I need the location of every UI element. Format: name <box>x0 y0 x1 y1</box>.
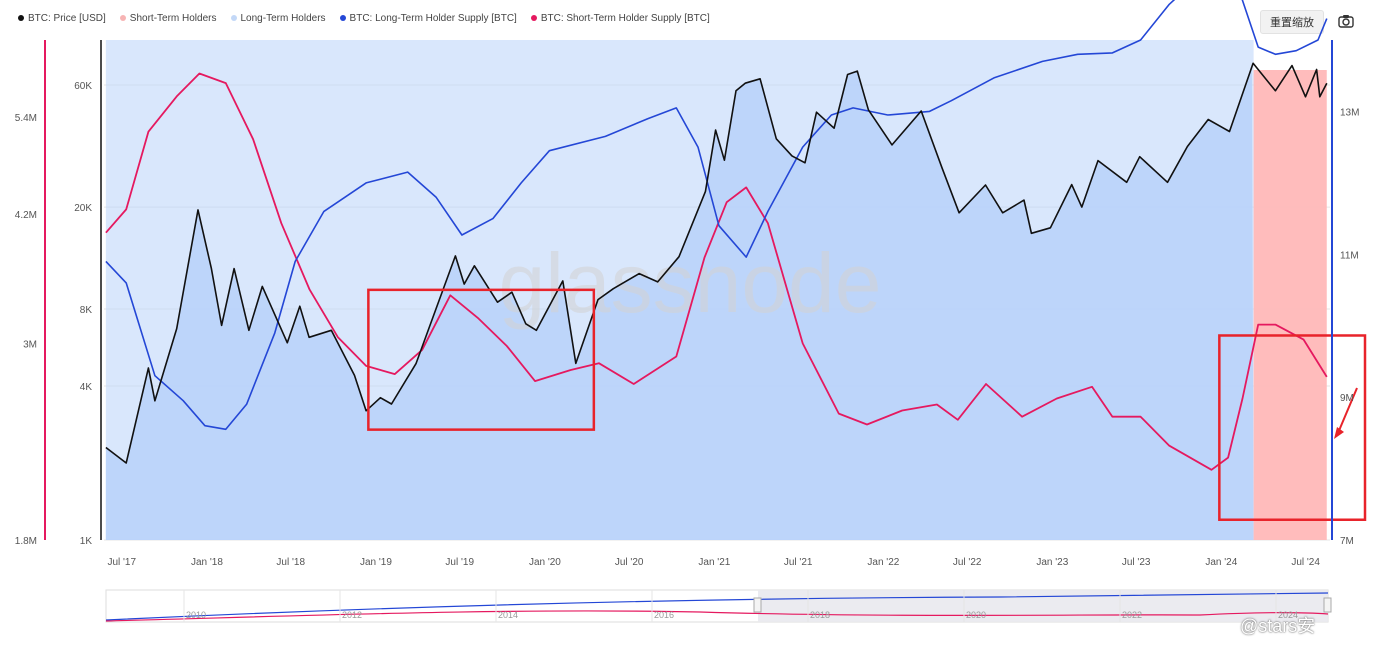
price-tick-label: 60K <box>74 81 92 92</box>
reset-zoom-button[interactable]: 重置缩放 <box>1260 10 1324 34</box>
x-tick-label: Jan '19 <box>360 557 392 568</box>
x-tick-label: Jul '22 <box>953 557 982 568</box>
legend-dot-icon <box>18 15 24 21</box>
price-line <box>105 62 1328 464</box>
navigator-tick-label: 2012 <box>342 610 362 620</box>
navigator-tick-label: 2016 <box>654 610 674 620</box>
navigator-tick-label: 2018 <box>810 610 830 620</box>
navigator-left-handle <box>753 597 762 613</box>
highlight-box <box>367 288 596 431</box>
sth-supply-line <box>105 72 1328 471</box>
navigator-selection <box>758 590 1328 622</box>
legend-dot-icon <box>530 15 537 21</box>
camera-icon <box>1338 15 1354 28</box>
sth-tick-label: 4.2M <box>15 210 37 221</box>
annotation-arrow-head <box>1334 427 1344 439</box>
legend-dot-icon <box>339 15 346 21</box>
x-tick-label: Jul '20 <box>615 557 644 568</box>
x-tick-label: Jul '24 <box>1291 557 1320 568</box>
legend-item[interactable]: Long-Term Holders <box>230 9 326 27</box>
legend-label: Short-Term Holders <box>129 12 217 24</box>
legend-item[interactable]: Short-Term Holders <box>119 9 217 27</box>
x-tick-label: Jan '22 <box>867 557 899 568</box>
navigator-sth-line <box>105 610 1329 622</box>
x-tick-label: Jan '23 <box>1036 557 1068 568</box>
short-term-holders-area <box>1253 70 1327 540</box>
lth-tick-label: 9M <box>1340 393 1354 404</box>
legend-dot-icon <box>119 15 126 21</box>
lth-tick-label: 11M <box>1340 250 1359 261</box>
legend: BTC: Price [USD] Short-Term Holders Long-T… <box>18 9 710 27</box>
sth-tick-label: 5.4M <box>15 113 37 124</box>
navigator-lth-line <box>105 592 1329 621</box>
legend-item[interactable]: BTC: Price [USD] <box>18 9 106 27</box>
legend-label: BTC: Price [USD] <box>28 12 106 24</box>
x-tick-label: Jan '20 <box>529 557 561 568</box>
legend-item[interactable]: BTC: Short-Term Holder Supply [BTC] <box>530 9 710 27</box>
glassnode-watermark: glassnode <box>499 236 882 330</box>
navigator-tick-label: 2024 <box>1278 610 1298 620</box>
navigator-tick-label: 2010 <box>186 610 206 620</box>
x-tick-label: Jan '21 <box>698 557 730 568</box>
x-tick-label: Jan '24 <box>1205 557 1237 568</box>
x-tick-label: Jul '21 <box>784 557 813 568</box>
long-term-holders-area-fill <box>105 67 1254 540</box>
price-tick-label: 8K <box>80 305 93 316</box>
sth-tick-label: 3M <box>23 339 37 350</box>
legend-label: BTC: Long-Term Holder Supply [BTC] <box>349 12 517 24</box>
highlight-box <box>1218 334 1367 521</box>
price-tick-label: 4K <box>80 382 93 393</box>
x-tick-label: Jul '23 <box>1122 557 1151 568</box>
author-watermark: @stars安 <box>1240 616 1316 636</box>
navigator-tick-label: 2014 <box>498 610 518 620</box>
legend-label: Long-Term Holders <box>240 12 326 24</box>
price-tick-label: 20K <box>74 203 92 214</box>
navigator-right-handle <box>1323 597 1332 613</box>
lth-tick-label: 13M <box>1340 107 1359 118</box>
legend-label: BTC: Short-Term Holder Supply [BTC] <box>540 12 710 24</box>
navigator-tick-label: 2020 <box>966 610 986 620</box>
sth-tick-label: 1.8M <box>15 536 37 547</box>
legend-item[interactable]: BTC: Long-Term Holder Supply [BTC] <box>339 9 517 27</box>
x-tick-label: Jul '19 <box>445 557 474 568</box>
x-tick-label: Jul '18 <box>276 557 305 568</box>
lth-tick-label: 7M <box>1340 536 1354 547</box>
price-tick-label: 1K <box>80 536 93 547</box>
camera-button[interactable] <box>1336 12 1356 30</box>
x-tick-label: Jul '17 <box>107 557 136 568</box>
annotation-arrow <box>1337 387 1358 434</box>
navigator-tick-label: 2022 <box>1122 610 1142 620</box>
x-tick-label: Jan '18 <box>191 557 223 568</box>
legend-dot-icon <box>230 15 237 21</box>
